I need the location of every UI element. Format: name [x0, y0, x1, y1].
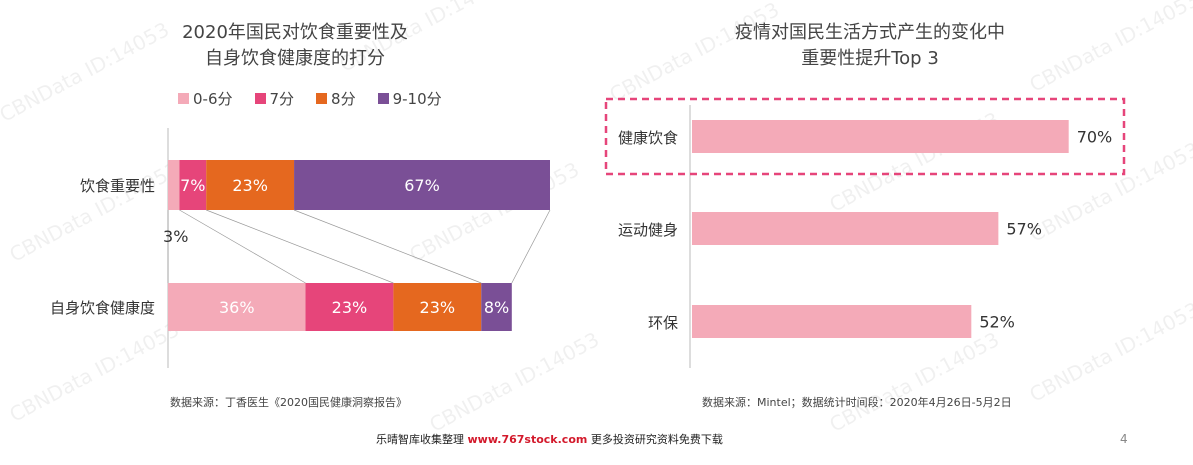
data-label: 23% [232, 176, 268, 195]
footer-prefix: 乐晴智库收集整理 [376, 433, 464, 446]
legend-item: 7分 [254, 88, 295, 109]
data-label: 23% [332, 298, 368, 317]
category-label: 饮食重要性 [79, 177, 155, 195]
highlight-box [604, 97, 1126, 176]
legend-label: 7分 [269, 90, 295, 108]
right-chart-title: 疫情对国民生活方式产生的变化中 重要性提升Top 3 [700, 20, 1040, 72]
category-label: 运动健身 [617, 221, 678, 239]
data-label: 67% [404, 176, 440, 195]
left-chart-title: 2020年国民对饮食重要性及 自身饮食健康度的打分 [165, 20, 425, 72]
data-label: 70% [1077, 128, 1113, 147]
data-label: 8% [484, 298, 509, 317]
bar-segment [305, 283, 394, 331]
footer: 乐晴智库收集整理 www.767stock.com 更多投资研究资料免费下载 [376, 431, 723, 447]
data-label: 3% [163, 227, 188, 246]
bar-segment [168, 160, 180, 210]
right-title-line1: 疫情对国民生活方式产生的变化中 [735, 22, 1005, 43]
bar [692, 305, 972, 338]
connector-line [511, 209, 551, 284]
legend-label: 8分 [331, 90, 356, 108]
bar-segment [393, 283, 482, 331]
connector-line [293, 209, 482, 284]
bar [692, 120, 1069, 153]
right-source: 数据来源：Mintel；数据统计时间段：2020年4月26日-5月2日 [702, 396, 1012, 409]
legend-label: 0-6分 [193, 90, 233, 108]
data-label: 57% [1006, 220, 1042, 239]
left-title-line2: 自身饮食健康度的打分 [205, 48, 385, 69]
category-label: 环保 [647, 314, 678, 332]
bar-segment [179, 160, 207, 210]
bar-segment [294, 160, 550, 210]
legend-swatch [377, 93, 389, 104]
data-label: 52% [979, 313, 1015, 332]
legend-swatch [254, 93, 266, 104]
data-label: 23% [420, 298, 456, 317]
footer-suffix: 更多投资研究资料免费下载 [590, 433, 723, 446]
stacked-bar-chart: 3% 7% 23% 67% 36% 23% 23% 8% [163, 128, 551, 368]
left-source: 数据来源：丁香医生《2020国民健康洞察报告》 [170, 396, 407, 409]
legend-item: 0-6分 [178, 88, 233, 109]
connector-line [179, 209, 306, 284]
bar-segment [206, 160, 295, 210]
bar-segment [481, 283, 512, 331]
legend-item: 9-10分 [377, 88, 442, 109]
footer-brand-link[interactable]: www.767stock.com [467, 433, 588, 446]
category-label: 健康饮食 [617, 129, 678, 147]
legend-swatch [316, 93, 328, 104]
bar [692, 212, 999, 245]
legend-label: 9-10分 [392, 90, 442, 108]
page-number: 4 [1120, 432, 1128, 446]
left-title-line1: 2020年国民对饮食重要性及 [182, 22, 408, 43]
legend-swatch [178, 93, 189, 104]
data-label: 36% [219, 298, 255, 317]
category-label: 自身饮食健康度 [49, 299, 155, 317]
right-title-line2: 重要性提升Top 3 [801, 48, 939, 69]
data-label: 7% [180, 176, 205, 195]
connector-line [206, 209, 394, 284]
left-legend: 0-6分 7分 8分 9-10分 [178, 88, 442, 109]
bar-segment [168, 283, 306, 331]
legend-item: 8分 [316, 88, 356, 109]
